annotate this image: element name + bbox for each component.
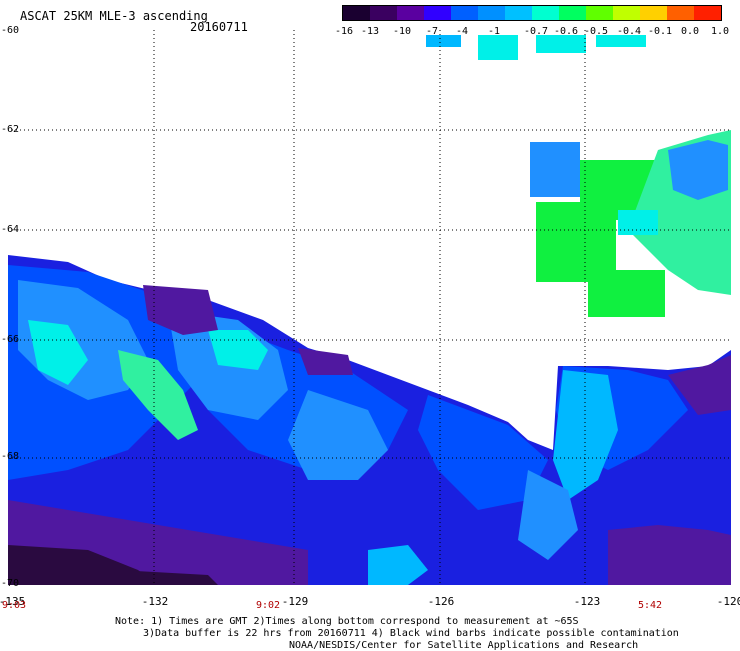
top-fragment: [596, 35, 646, 47]
top-fragment: [536, 35, 586, 53]
swath-region-cyan-blue: [368, 545, 428, 585]
swath-region-purple: [608, 525, 731, 585]
colorbar-label: -0.5: [583, 26, 609, 37]
colorbar-segment: [397, 6, 424, 20]
colorbar-label: -0.6: [553, 26, 579, 37]
colorbar-label: -16: [334, 26, 354, 37]
longitude-label: -120: [716, 595, 740, 608]
colorbar-label: -13: [360, 26, 380, 37]
colorbar-label: -10: [392, 26, 412, 37]
colorbar-label: -0.7: [523, 26, 549, 37]
colorbar-label: -4: [455, 26, 469, 37]
colorbar-segment: [370, 6, 397, 20]
upper-swath-cyan: [618, 210, 658, 235]
colorbar-segment: [613, 6, 640, 20]
time-label: 9:03: [1, 600, 27, 611]
note-line-2: 3)Data buffer is 22 hrs from 20160711 4)…: [143, 628, 679, 639]
colorbar-label: -0.1: [647, 26, 673, 37]
longitude-label: -126: [427, 595, 455, 608]
colorbar-segment: [343, 6, 370, 20]
longitude-label: -132: [141, 595, 169, 608]
colorbar: [342, 5, 722, 21]
time-label: 5:42: [637, 600, 663, 611]
colorbar-segment: [505, 6, 532, 20]
colorbar-label: 0.0: [680, 26, 700, 37]
latitude-label: -64: [1, 224, 20, 235]
longitude-label: -135: [0, 595, 26, 608]
upper-swath-green: [536, 202, 616, 282]
latitude-label: -66: [1, 334, 20, 345]
upper-swath-blue: [530, 142, 580, 197]
colorbar-label: -1: [487, 26, 501, 37]
latitude-label: -60: [1, 25, 20, 36]
colorbar-segment: [532, 6, 559, 20]
note-line-3: NOAA/NESDIS/Center for Satellite Applica…: [289, 640, 639, 651]
top-fragment: [478, 35, 518, 60]
time-label: 9:02: [255, 600, 281, 611]
colorbar-label: -0.4: [616, 26, 642, 37]
upper-swath-light-blue: [668, 140, 728, 200]
swath-region-aqua: [118, 350, 198, 440]
swath-region-deep-purple: [118, 570, 218, 585]
colorbar-segment: [424, 6, 451, 20]
colorbar-segment: [694, 6, 721, 20]
colorbar-segment: [559, 6, 586, 20]
upper-swath-green: [588, 270, 665, 317]
colorbar-segment: [667, 6, 694, 20]
colorbar-segment: [451, 6, 478, 20]
swath-region-cyan: [28, 320, 88, 385]
longitude-label: -129: [281, 595, 309, 608]
colorbar-label: -7: [425, 26, 439, 37]
top-fragment: [426, 35, 461, 47]
colorbar-segment: [586, 6, 613, 20]
swath-region-purple: [668, 355, 731, 415]
swath-region-purple: [143, 285, 218, 335]
latitude-label: -68: [1, 451, 20, 462]
longitude-label: -123: [573, 595, 601, 608]
note-line-1: Note: 1) Times are GMT 2)Times along bot…: [115, 616, 579, 627]
map-date: 20160711: [190, 20, 248, 34]
swath-region-purple: [298, 348, 353, 375]
colorbar-segment: [640, 6, 667, 20]
colorbar-segment: [478, 6, 505, 20]
latitude-label: -70: [1, 578, 20, 589]
map-plot: [8, 30, 731, 585]
swath-region-light-blue: [518, 470, 578, 560]
map-title: ASCAT 25KM MLE-3 ascending: [20, 9, 208, 23]
swath-region-medium-blue: [418, 395, 548, 510]
colorbar-label: 1.0: [710, 26, 730, 37]
latitude-label: -62: [1, 124, 20, 135]
